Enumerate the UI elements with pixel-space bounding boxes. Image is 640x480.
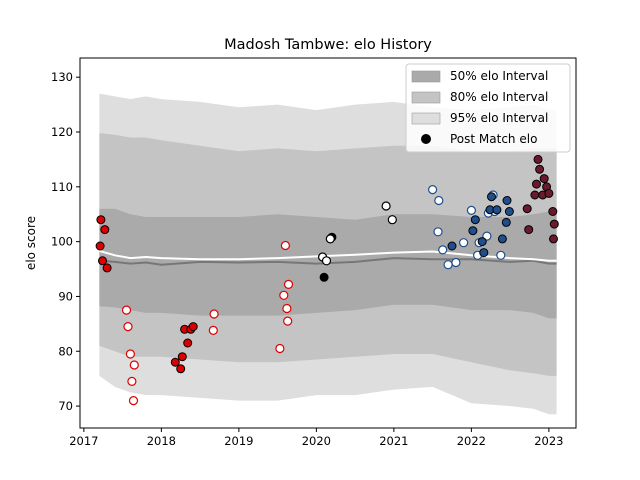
post-match-point bbox=[522, 204, 532, 214]
legend-label: 80% elo Interval bbox=[450, 90, 548, 104]
x-tick-label: 2020 bbox=[302, 434, 331, 448]
post-match-points bbox=[95, 154, 559, 406]
post-match-point bbox=[275, 343, 285, 354]
post-match-point bbox=[447, 241, 457, 251]
post-match-point bbox=[535, 164, 545, 174]
post-match-point bbox=[123, 322, 133, 332]
post-match-point bbox=[549, 234, 558, 244]
x-tick-label: 2018 bbox=[147, 434, 176, 448]
legend-frame bbox=[405, 63, 571, 153]
post-match-point bbox=[533, 154, 543, 164]
y-tick-label: 110 bbox=[51, 180, 73, 194]
y-tick-label: 100 bbox=[51, 235, 73, 249]
post-match-point bbox=[428, 185, 438, 195]
legend-label: 95% elo Interval bbox=[450, 111, 548, 125]
post-match-point bbox=[497, 234, 507, 244]
post-match-point bbox=[95, 241, 105, 251]
y-tick-label: 120 bbox=[51, 125, 73, 139]
post-match-point bbox=[121, 305, 132, 315]
post-match-point bbox=[209, 309, 219, 319]
post-match-point bbox=[487, 192, 496, 202]
post-match-point bbox=[524, 225, 534, 235]
post-match-point bbox=[387, 215, 397, 225]
post-match-point bbox=[470, 215, 480, 225]
x-axis: 2017 2018 2019 2020 2021 2022 2023 bbox=[69, 428, 564, 448]
y-tick-label: 130 bbox=[51, 70, 73, 84]
post-match-point bbox=[466, 205, 476, 215]
legend-swatch bbox=[411, 112, 441, 125]
post-match-point bbox=[492, 205, 502, 215]
legend-swatch bbox=[411, 70, 441, 83]
post-match-point bbox=[279, 290, 289, 300]
post-match-point bbox=[496, 250, 506, 260]
y-tick-label: 70 bbox=[58, 399, 73, 413]
post-match-point bbox=[459, 238, 469, 248]
post-match-point bbox=[96, 215, 106, 225]
post-match-point bbox=[549, 219, 559, 229]
post-match-point bbox=[539, 174, 549, 184]
post-match-point bbox=[544, 188, 554, 198]
post-match-point bbox=[443, 260, 453, 270]
post-match-point bbox=[319, 272, 329, 282]
post-match-point bbox=[321, 256, 332, 266]
x-tick-label: 2019 bbox=[224, 434, 253, 448]
chart-title: Madosh Tambwe: elo History bbox=[224, 37, 432, 53]
post-match-point bbox=[283, 316, 293, 326]
legend: 50% elo Interval 80% elo Interval 95% elo … bbox=[405, 63, 571, 153]
post-match-point bbox=[468, 226, 478, 236]
post-match-point bbox=[438, 245, 448, 255]
legend-label: 50% elo Interval bbox=[450, 69, 548, 83]
post-match-point bbox=[479, 248, 489, 258]
post-match-point bbox=[434, 195, 444, 206]
post-match-point bbox=[176, 364, 186, 374]
post-match-point bbox=[501, 217, 511, 227]
post-match-point bbox=[283, 279, 294, 289]
post-match-point bbox=[183, 338, 193, 348]
post-match-point bbox=[532, 179, 541, 189]
y-tick-label: 90 bbox=[58, 289, 73, 303]
post-match-point bbox=[530, 190, 540, 200]
post-match-point bbox=[381, 201, 391, 211]
post-match-point bbox=[98, 256, 107, 266]
y-axis: 70 80 90 100 110 120 130 bbox=[51, 70, 80, 413]
trend-lines bbox=[99, 249, 557, 266]
post-match-point bbox=[102, 263, 112, 273]
legend-marker bbox=[421, 134, 431, 144]
post-match-point bbox=[504, 207, 514, 216]
post-match-point bbox=[282, 303, 292, 314]
post-match-point bbox=[477, 237, 487, 247]
median-elo-line bbox=[99, 249, 557, 262]
plot-area-frame bbox=[79, 57, 577, 429]
post-match-point bbox=[280, 240, 290, 251]
post-match-point bbox=[208, 325, 218, 335]
legend-swatch bbox=[411, 91, 441, 104]
post-match-point bbox=[128, 396, 139, 406]
y-axis-label: elo score bbox=[24, 216, 38, 270]
y-tick-label: 80 bbox=[58, 344, 73, 358]
post-match-point bbox=[548, 207, 558, 216]
post-match-point bbox=[433, 227, 443, 237]
x-tick-label: 2017 bbox=[69, 434, 98, 448]
post-match-point bbox=[170, 357, 180, 367]
post-match-point bbox=[125, 349, 135, 359]
post-match-point bbox=[502, 196, 512, 205]
post-match-point bbox=[451, 257, 461, 268]
post-match-point bbox=[127, 376, 137, 386]
post-match-point bbox=[100, 225, 110, 235]
x-tick-label: 2021 bbox=[379, 434, 408, 448]
mean-elo-line bbox=[99, 257, 557, 266]
x-tick-label: 2023 bbox=[534, 434, 563, 448]
post-match-point bbox=[188, 322, 198, 332]
x-tick-label: 2022 bbox=[457, 434, 486, 448]
post-match-point bbox=[177, 352, 187, 362]
post-match-point bbox=[129, 360, 139, 370]
legend-label: Post Match elo bbox=[450, 132, 537, 146]
post-match-point bbox=[325, 234, 335, 244]
